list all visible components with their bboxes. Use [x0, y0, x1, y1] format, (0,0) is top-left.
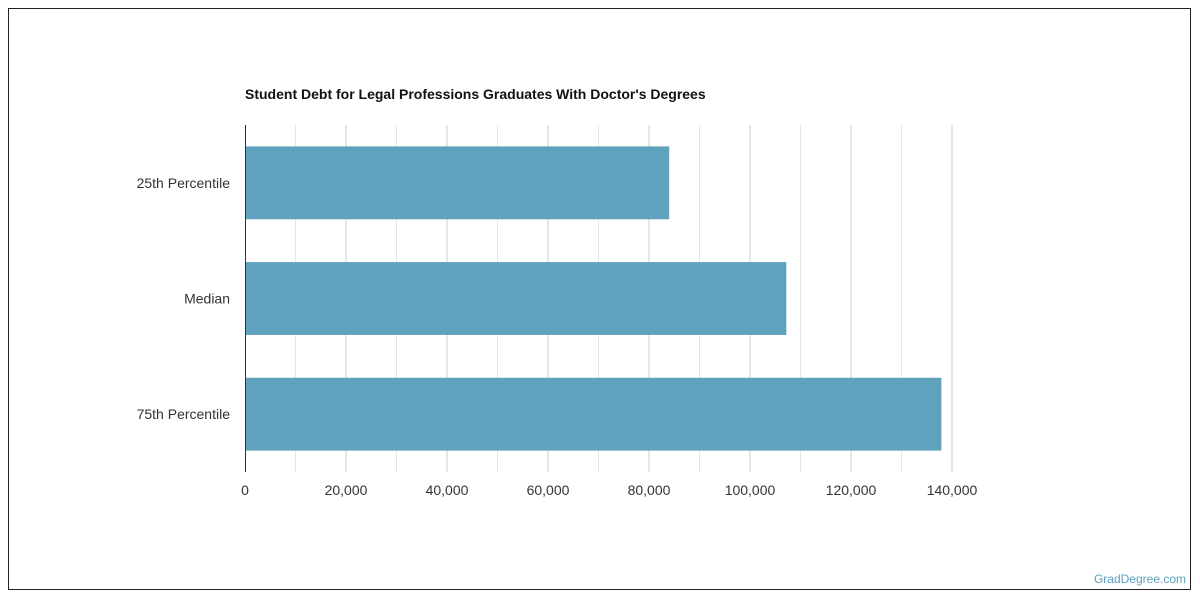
category-label: 25th Percentile [137, 175, 231, 191]
x-tick-label: 140,000 [927, 482, 978, 498]
category-label: 75th Percentile [137, 406, 231, 422]
watermark: GradDegree.com [1093, 572, 1186, 586]
x-tick-label: 120,000 [826, 482, 877, 498]
x-tick-label: 20,000 [325, 482, 368, 498]
bar-median [245, 262, 787, 335]
bar-75th-percentile [245, 377, 942, 451]
x-tick-label: 40,000 [426, 482, 469, 498]
bar-25th-percentile [245, 146, 670, 220]
x-tick-label: 80,000 [628, 482, 671, 498]
chart-title: Student Debt for Legal Professions Gradu… [245, 86, 706, 102]
x-tick-label: 100,000 [725, 482, 776, 498]
x-tick-label: 60,000 [527, 482, 570, 498]
x-tick-label: 0 [241, 482, 249, 498]
category-label: Median [184, 291, 230, 307]
